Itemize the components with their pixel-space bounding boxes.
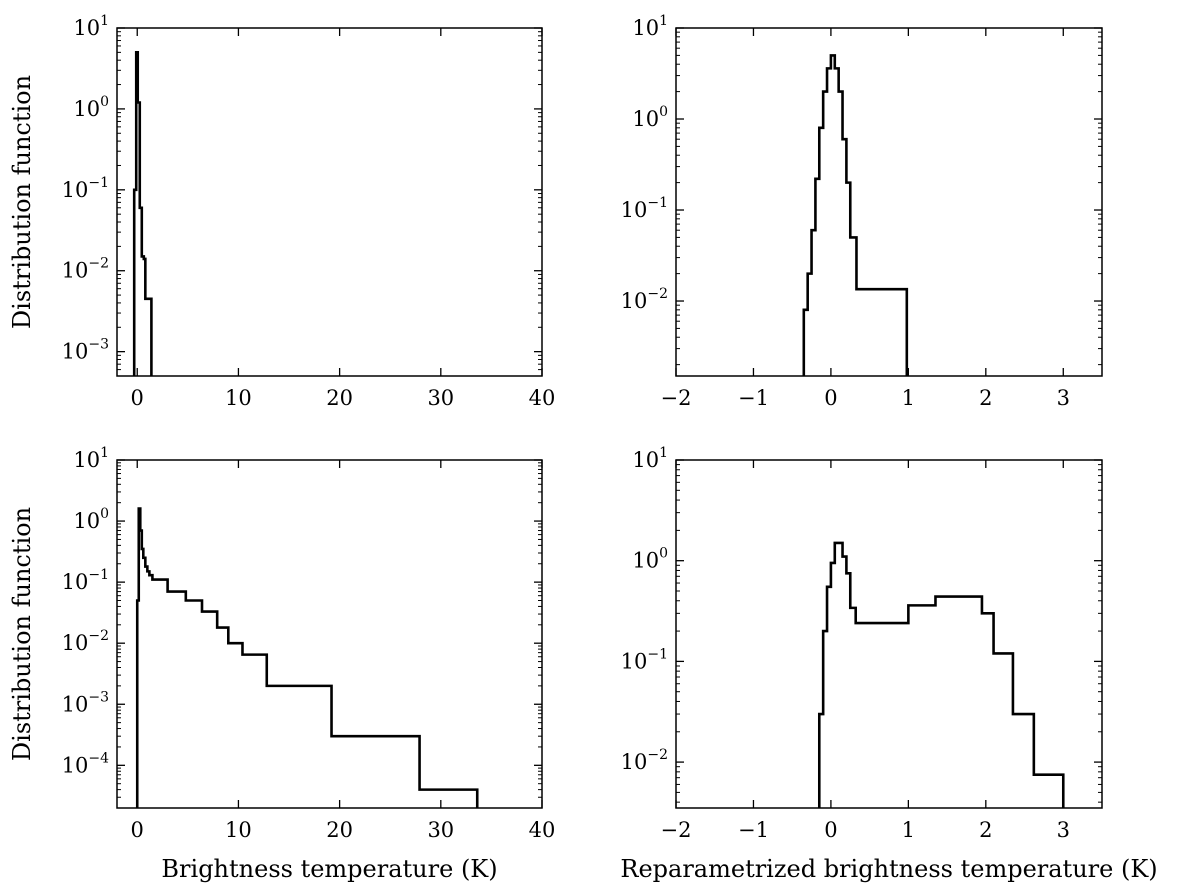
y-tick-label: 10−2 bbox=[62, 628, 109, 655]
y-tick-label: 100 bbox=[73, 506, 109, 533]
y-tick-label: 100 bbox=[632, 546, 668, 573]
x-tick-label: 10 bbox=[225, 818, 252, 842]
y-tick-label: 10−1 bbox=[62, 175, 109, 202]
x-tick-label: 20 bbox=[326, 818, 353, 842]
x-tick-label: 40 bbox=[529, 818, 556, 842]
x-tick-label: −2 bbox=[661, 818, 692, 842]
y-tick-label: 101 bbox=[632, 13, 668, 40]
y-tick-label: 100 bbox=[73, 94, 109, 121]
histogram-step-line bbox=[132, 51, 153, 376]
y-tick-label: 101 bbox=[632, 445, 668, 472]
x-tick-label: −2 bbox=[661, 386, 692, 410]
y-axis-label: Distribution function bbox=[8, 75, 36, 329]
y-tick-label: 10−3 bbox=[62, 337, 109, 364]
x-tick-label: 30 bbox=[427, 818, 454, 842]
x-tick-label: 2 bbox=[979, 818, 992, 842]
y-tick-label: 10−2 bbox=[62, 256, 109, 283]
axes-frame bbox=[116, 459, 543, 809]
x-tick-label: 2 bbox=[979, 386, 992, 410]
y-tick-label: 101 bbox=[73, 13, 109, 40]
x-tick-label: 0 bbox=[824, 386, 837, 410]
x-tick-label: 3 bbox=[1057, 386, 1070, 410]
x-tick-label: 20 bbox=[326, 386, 353, 410]
y-tick-label: 100 bbox=[632, 104, 668, 131]
y-tick-label: 10−3 bbox=[62, 689, 109, 716]
histogram-step-line bbox=[135, 507, 479, 808]
histogram-step-line bbox=[802, 54, 909, 376]
axes-frame bbox=[116, 27, 543, 377]
x-tick-label: 1 bbox=[902, 818, 915, 842]
panel-bottom-left: 0 10 20 30 40 10−4 10−3 10−2 10−1 100 101 Brightnes… bbox=[8, 445, 555, 883]
x-tick-label: 40 bbox=[529, 386, 556, 410]
x-tick-label: −1 bbox=[738, 818, 769, 842]
y-tick-label: 10−1 bbox=[621, 195, 668, 222]
panel-bottom-right: −2 −1 0 1 2 3 10−2 10−1 100 101 Reparametrized bri… bbox=[620, 445, 1157, 883]
y-tick-label: 10−1 bbox=[62, 567, 109, 594]
x-tick-label: 0 bbox=[824, 818, 837, 842]
x-tick-label: 30 bbox=[427, 386, 454, 410]
y-axis-label: Distribution function bbox=[8, 507, 36, 761]
x-axis-label: Reparametrized brightness temperature (K… bbox=[620, 855, 1157, 883]
y-tick-label: 10−1 bbox=[621, 646, 668, 673]
x-axis-label: Brightness temperature (K) bbox=[161, 855, 497, 883]
x-tick-label: 10 bbox=[225, 386, 252, 410]
x-tick-label: 0 bbox=[131, 386, 144, 410]
y-tick-label: 10−2 bbox=[621, 286, 668, 313]
y-tick-label: 10−2 bbox=[621, 747, 668, 774]
y-tick-label: 10−4 bbox=[62, 750, 109, 777]
x-tick-label: −1 bbox=[738, 386, 769, 410]
x-tick-label: 0 bbox=[131, 818, 144, 842]
y-tick-label: 101 bbox=[73, 445, 109, 472]
panel-top-right: −2 −1 0 1 2 3 10−2 10−1 100 101 bbox=[621, 13, 1103, 410]
histogram-step-line bbox=[817, 541, 1065, 808]
axes-frame bbox=[675, 459, 1103, 809]
axes-frame bbox=[675, 27, 1103, 377]
panel-top-left: 0 10 20 30 40 10−3 10−2 10−1 100 101 Distribution … bbox=[8, 13, 555, 410]
x-tick-label: 3 bbox=[1057, 818, 1070, 842]
x-tick-label: 1 bbox=[902, 386, 915, 410]
